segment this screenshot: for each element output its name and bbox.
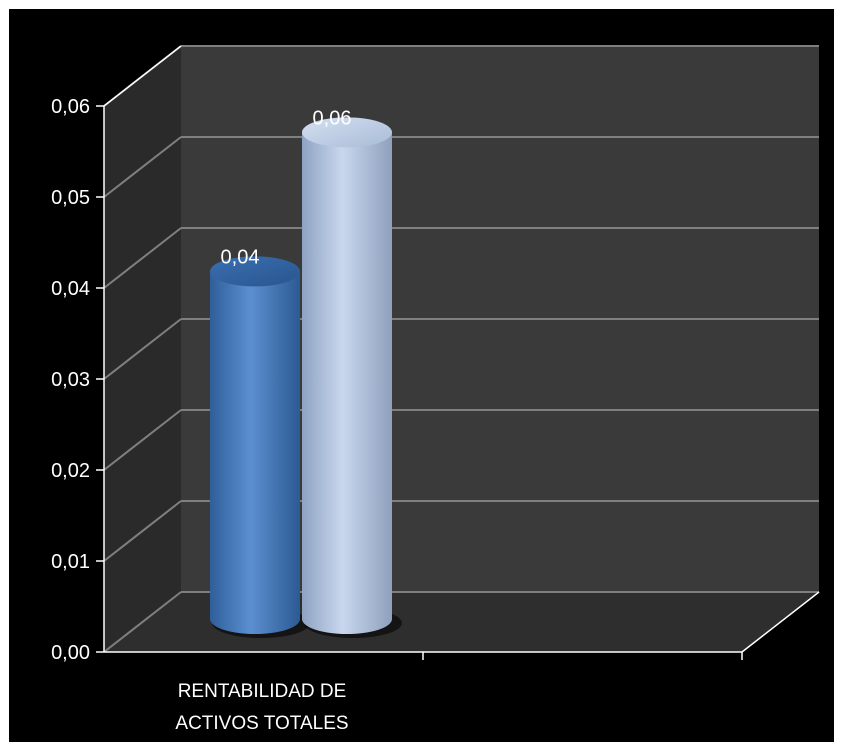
x-category-label: ACTIVOS TOTALES — [175, 713, 348, 734]
data-label: 0,04 — [221, 246, 260, 268]
bar — [210, 271, 300, 634]
y-tick-label: 0,03 — [51, 369, 90, 391]
x-category-label: RENTABILIDAD DE — [178, 681, 347, 702]
gridline-side — [103, 318, 182, 380]
y-tick-label: 0,02 — [51, 460, 90, 482]
gridline-side — [103, 227, 182, 289]
gridline-side — [103, 500, 182, 562]
gridline-side — [103, 591, 182, 653]
bar-top — [210, 256, 300, 287]
y-tick-label: 0,04 — [51, 278, 90, 300]
y-tick-label: 0,01 — [51, 551, 90, 573]
y-tick-label: 0,05 — [51, 187, 90, 209]
data-label: 0,06 — [313, 107, 352, 129]
y-tick-label: 0,00 — [51, 642, 90, 664]
bar — [302, 132, 392, 634]
y-axis-top-edge — [103, 45, 182, 107]
gridline-side — [103, 409, 182, 471]
bar-top — [302, 117, 392, 148]
floor-right-edge — [741, 591, 820, 653]
y-tick-label: 0,06 — [51, 96, 90, 118]
gridline-side — [103, 136, 182, 198]
